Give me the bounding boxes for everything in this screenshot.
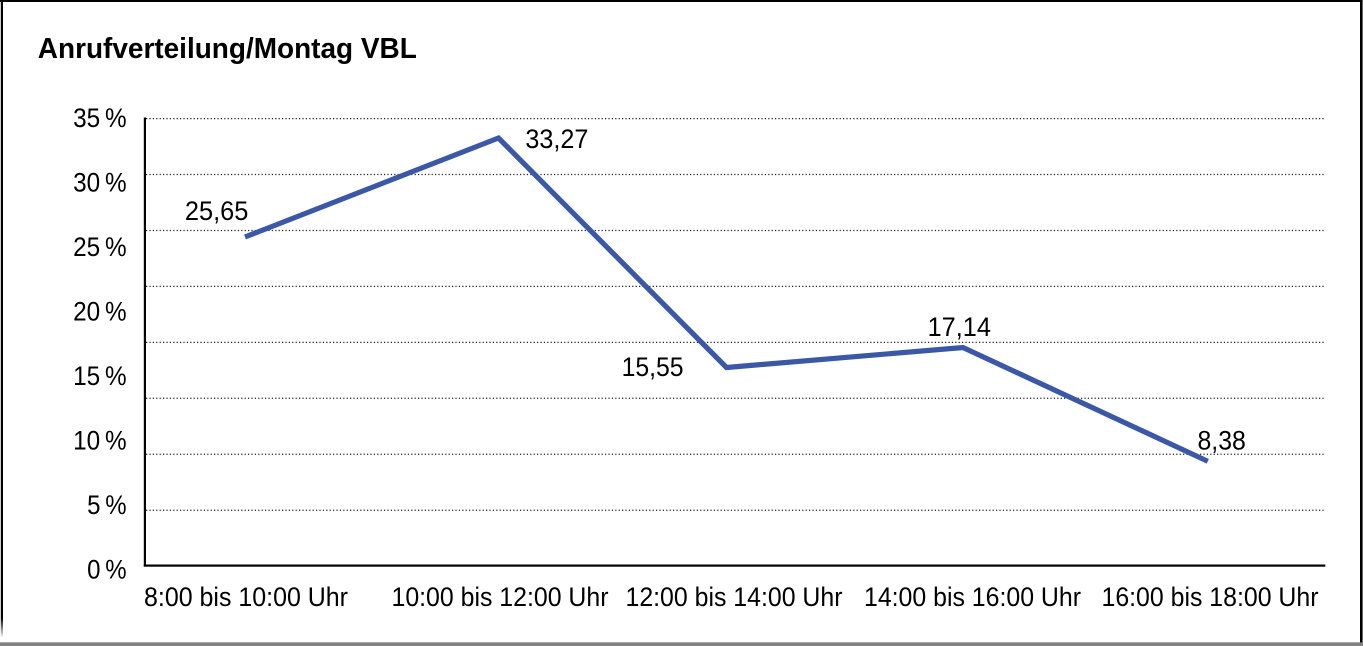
- svg-text:17,14: 17,14: [928, 312, 991, 342]
- svg-text:25,65: 25,65: [185, 196, 249, 226]
- svg-text:8:00 bis 10:00 Uhr: 8:00 bis 10:00 Uhr: [144, 582, 348, 612]
- svg-text:10 %: 10 %: [73, 425, 127, 455]
- svg-text:33,27: 33,27: [525, 124, 588, 154]
- svg-text:15 %: 15 %: [73, 361, 127, 391]
- svg-text:Anrufverteilung/Montag VBL: Anrufverteilung/Montag VBL: [38, 33, 417, 65]
- svg-text:35 %: 35 %: [73, 103, 127, 133]
- svg-text:12:00 bis 14:00 Uhr: 12:00 bis 14:00 Uhr: [626, 582, 843, 612]
- svg-text:8,38: 8,38: [1198, 426, 1246, 456]
- svg-text:0 %: 0 %: [87, 554, 127, 584]
- svg-text:16:00 bis 18:00 Uhr: 16:00 bis 18:00 Uhr: [1102, 582, 1319, 612]
- svg-text:5 %: 5 %: [87, 490, 127, 520]
- svg-text:14:00 bis 16:00 Uhr: 14:00 bis 16:00 Uhr: [864, 582, 1081, 612]
- svg-text:15,55: 15,55: [622, 352, 684, 382]
- svg-text:30 %: 30 %: [73, 167, 127, 197]
- svg-text:25 %: 25 %: [73, 232, 127, 262]
- svg-text:20 %: 20 %: [73, 296, 127, 326]
- svg-text:10:00 bis 12:00 Uhr: 10:00 bis 12:00 Uhr: [392, 582, 609, 612]
